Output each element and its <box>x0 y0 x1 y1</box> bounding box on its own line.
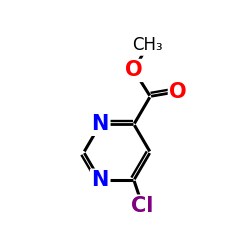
Text: N: N <box>92 114 109 134</box>
Text: CH₃: CH₃ <box>132 36 163 54</box>
Text: N: N <box>92 170 109 190</box>
Text: O: O <box>125 60 143 80</box>
Text: O: O <box>169 82 187 102</box>
Text: Cl: Cl <box>132 196 154 216</box>
